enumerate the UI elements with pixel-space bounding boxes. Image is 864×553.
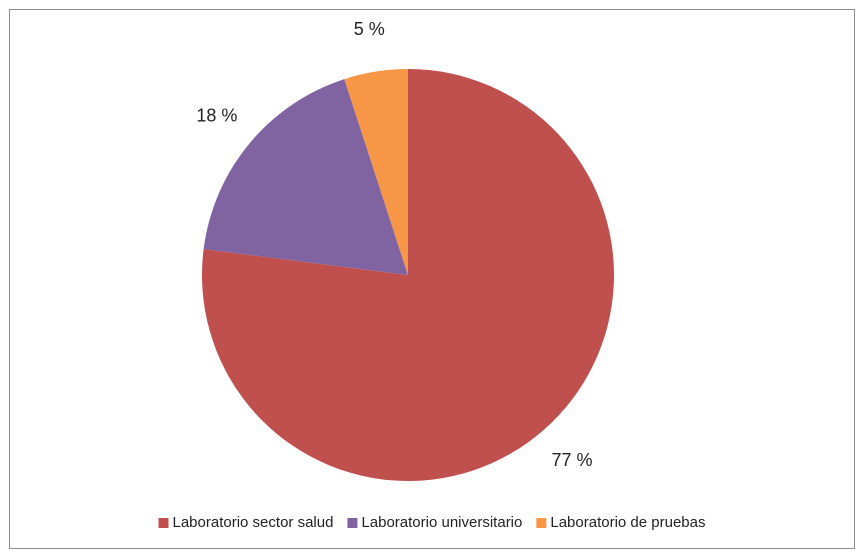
pie-slice [203,79,408,275]
legend-label: Laboratorio de pruebas [550,514,705,531]
legend-label: Laboratorio sector salud [173,514,334,531]
legend-swatch [536,518,547,528]
legend-swatch [158,518,169,528]
pie-slice [344,69,408,275]
legend-label: Laboratorio universitario [361,514,522,531]
data-label: 18 % [196,106,237,126]
data-label: 5 % [354,19,385,39]
data-label: 77 % [551,450,592,470]
legend-swatch [347,518,358,528]
